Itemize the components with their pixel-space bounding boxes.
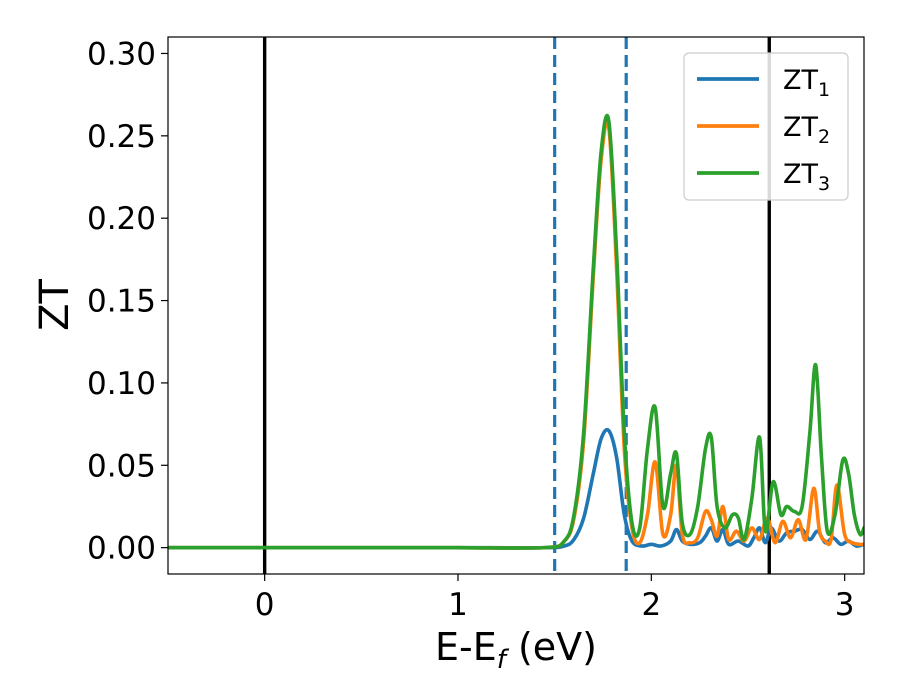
- x-axis-label: E-Ef (eV): [435, 625, 597, 675]
- legend: ZT1 ZT2 ZT3: [683, 52, 849, 201]
- x-tick-label: 3: [835, 587, 855, 623]
- y-tick-label: 0.05: [87, 448, 156, 484]
- y-axis: 0.00 0.05 0.10 0.15 0.20 0.25 0.30: [87, 36, 168, 567]
- x-tick-label: 2: [641, 587, 661, 623]
- y-tick-label: 0.15: [87, 284, 156, 320]
- legend-label-zt2: ZT2: [783, 112, 830, 148]
- x-tick-label: 0: [255, 587, 275, 623]
- series-line-zt3: [168, 113, 864, 550]
- y-tick-label: 0.20: [87, 201, 156, 237]
- y-tick-label: 0.10: [87, 366, 156, 402]
- y-axis-label: ZT: [32, 279, 78, 331]
- x-axis: 0 1 2 3: [255, 574, 855, 623]
- y-tick-label: 0.25: [87, 119, 156, 155]
- legend-frame: [683, 52, 849, 201]
- y-tick-label: 0.00: [87, 531, 156, 567]
- legend-label-zt3: ZT3: [783, 159, 830, 195]
- y-tick-label: 0.30: [87, 36, 156, 72]
- series-layer: [168, 113, 864, 550]
- x-axis-label-base: E-E: [435, 625, 497, 669]
- plot-frame: [167, 36, 865, 575]
- x-tick-label: 1: [448, 587, 468, 623]
- x-axis-label-suffix: (eV): [506, 625, 597, 669]
- legend-label-zt1: ZT1: [783, 65, 830, 101]
